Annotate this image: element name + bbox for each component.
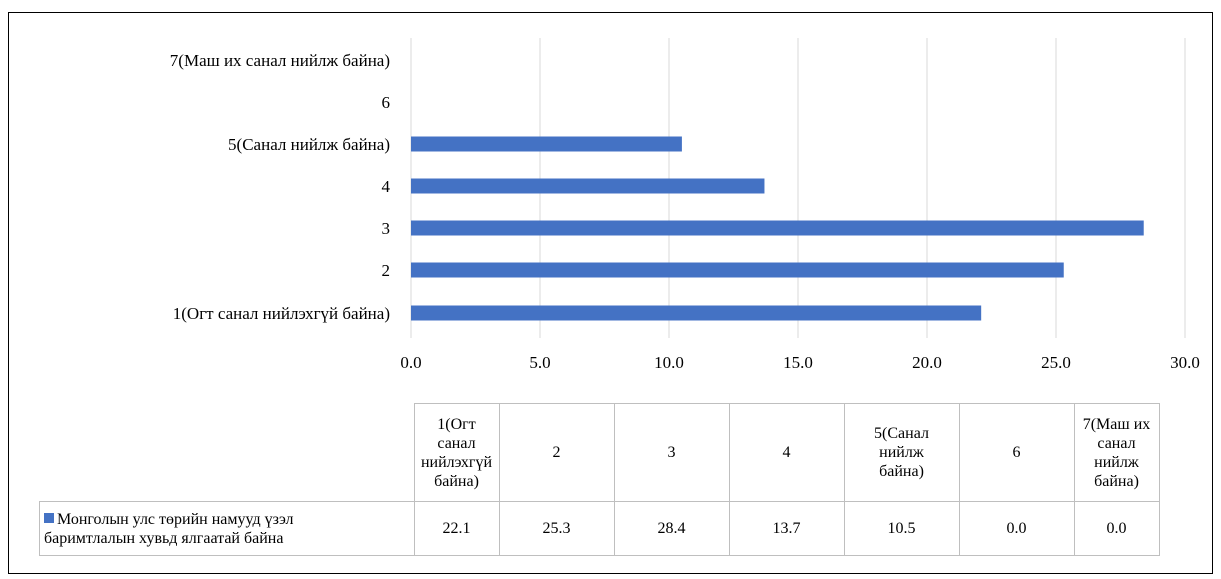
data-table: 1(Огт санал нийлэхгүй байна) 2 3 4 5(Санал н… xyxy=(39,403,1160,556)
bar xyxy=(411,262,1064,278)
y-category-label: 4 xyxy=(382,177,391,196)
bar-chart: 0.0 5.0 10.0 15.0 20.0 25.0 30.0 1(Огт санал ни… xyxy=(170,38,1200,372)
table-value-cell: 0.0 xyxy=(958,501,1075,556)
table-header-text: байна) xyxy=(434,472,479,490)
x-tick-label: 30.0 xyxy=(1170,353,1200,372)
y-category-label: 1(Огт санал нийлэхгүй байна) xyxy=(173,304,390,323)
table-value-cell: 28.4 xyxy=(613,501,730,556)
y-category-label: 7(Маш их санал нийлж байна) xyxy=(170,51,390,70)
bar xyxy=(411,178,765,194)
table-header-text: байна) xyxy=(879,463,924,480)
table-value-cell: 0.0 xyxy=(1073,501,1160,556)
table-header-text: байна) xyxy=(1094,472,1139,490)
series-label-line-1: Монголын улс төрийн намууд үзэл xyxy=(57,510,294,528)
table-header-cell: 4 xyxy=(728,403,845,502)
table-value-cell: 13.7 xyxy=(728,501,845,556)
series-label-line-2: баримтлалын хувьд ялгаатай байна xyxy=(44,529,284,547)
table-value-cell: 10.5 xyxy=(843,501,960,556)
chart-frame: 0.0 5.0 10.0 15.0 20.0 25.0 30.0 1(Огт санал ни… xyxy=(8,12,1213,574)
table-series-row: Монголын улс төрийн намууд үзэл баримтла… xyxy=(39,501,1160,556)
x-tick-label: 5.0 xyxy=(529,353,550,372)
table-value-cell: 25.3 xyxy=(498,501,615,556)
table-header-cell: 7(Маш их санал нийлж байна) xyxy=(1073,403,1160,502)
table-corner-cell xyxy=(39,403,415,502)
x-tick-label: 0.0 xyxy=(400,353,421,372)
table-header-text: нийлж xyxy=(1094,453,1139,471)
table-header-text: санал xyxy=(437,434,476,452)
table-header-row: 1(Огт санал нийлэхгүй байна) 2 3 4 5(Санал н… xyxy=(39,403,1160,502)
table-header-text: санал xyxy=(1097,434,1136,452)
table-header-text: 1(Огт xyxy=(437,415,476,433)
x-tick-label: 15.0 xyxy=(783,353,813,372)
bar xyxy=(411,305,982,321)
table-header-cell: 2 xyxy=(498,403,615,502)
table-header-text: нийлж xyxy=(879,444,924,461)
table-header-text: 6 xyxy=(1012,444,1021,461)
table-header-cell: 6 xyxy=(958,403,1075,502)
bar xyxy=(411,220,1144,236)
table-header-text: 2 xyxy=(552,444,561,461)
legend-key xyxy=(44,512,54,523)
y-category-label: 6 xyxy=(382,93,391,112)
y-category-label: 5(Санал нийлж байна) xyxy=(228,135,390,154)
x-tick-label: 10.0 xyxy=(654,353,684,372)
table-header-cell: 1(Огт санал нийлэхгүй байна) xyxy=(413,403,500,502)
x-tick-label: 20.0 xyxy=(912,353,942,372)
y-category-label: 2 xyxy=(382,261,391,280)
table-header-text: нийлэхгүй xyxy=(420,453,493,471)
bar xyxy=(411,136,682,152)
table-header-text: 7(Маш их xyxy=(1082,415,1151,433)
table-header-text: 4 xyxy=(782,444,791,461)
x-tick-label: 25.0 xyxy=(1041,353,1071,372)
series-label-cell: Монголын улс төрийн намууд үзэл баримтла… xyxy=(39,501,415,556)
table-header-text: 5(Санал xyxy=(874,425,929,442)
table-header-cell: 5(Санал нийлж байна) xyxy=(843,403,960,502)
table-header-cell: 3 xyxy=(613,403,730,502)
table-header-text: 3 xyxy=(667,444,676,461)
table-value-cell: 22.1 xyxy=(413,501,500,556)
y-category-label: 3 xyxy=(382,219,391,238)
